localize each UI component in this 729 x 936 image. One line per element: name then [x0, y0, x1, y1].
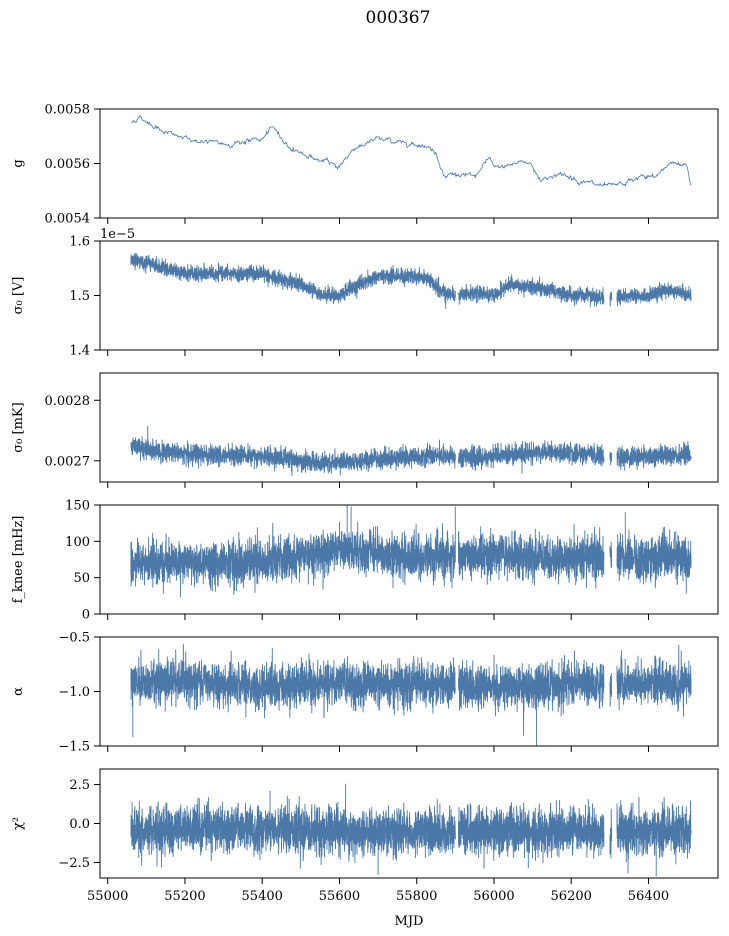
- y-tick-label-fknee: 0: [82, 608, 90, 623]
- y-tick-label-g: 0.0054: [45, 212, 91, 227]
- y-axis-label-chi2: χ²: [11, 817, 26, 830]
- y-tick-label-g: 0.0056: [45, 157, 91, 172]
- panel-sigma0-mk: 0.0027 0.0028 σ₀ [mK]: [11, 372, 719, 488]
- panel-alpha: −1.5 −1.0 −0.5 α: [11, 631, 719, 755]
- y-axis-label-fknee: f_knee [mHz]: [11, 516, 26, 604]
- y-tick-label-chi2: −2.5: [58, 856, 90, 871]
- x-tick-label: 56000: [473, 889, 514, 904]
- y-tick-label-sigma0-v: 1.5: [69, 289, 90, 304]
- y-axis-label-g: g: [11, 159, 26, 167]
- y-tick-label-sigma0-v: 1.6: [69, 235, 90, 250]
- y-tick-label-fknee: 50: [73, 571, 90, 586]
- series-band-fknee: [130, 505, 692, 598]
- x-tick-label: 56200: [551, 889, 592, 904]
- series-band-chi2: [130, 783, 692, 877]
- y-tick-label-fknee: 150: [65, 499, 90, 514]
- figure-title: 000367: [366, 8, 431, 28]
- y-tick-label-fknee: 100: [65, 535, 90, 550]
- axes-frame-sigma0-mk: [99, 372, 719, 483]
- series-band-alpha: [130, 644, 692, 746]
- y-axis-label-alpha: α: [11, 687, 26, 696]
- y-tick-label-sigma0-v: 1.4: [69, 344, 90, 359]
- series-band-sigma0-v: [130, 252, 692, 309]
- offset-text-sigma0-v: 1e−5: [100, 227, 135, 242]
- y-axis-label-sigma0-mk: σ₀ [mK]: [11, 402, 26, 452]
- y-axis-label-sigma0-v: σ₀ [V]: [11, 277, 26, 315]
- axes-frame-g: [99, 108, 719, 219]
- panels: 0.0054 0.0056 0.0058 g 1.4 1.5 1.6 1e−5 σ₀ [V] 0.…: [11, 103, 719, 904]
- y-tick-label-alpha: −1.5: [58, 740, 90, 755]
- x-axis-label: MJD: [395, 914, 424, 929]
- panel-chi2: −2.5 0.0 2.5 χ² 55000 55200 55400 55600 55800 560…: [11, 768, 719, 904]
- series-band-sigma0-mk: [130, 425, 692, 477]
- x-tick-label: 56400: [628, 889, 669, 904]
- panel-g: 0.0054 0.0056 0.0058 g: [11, 103, 719, 227]
- x-tick-label: 55600: [319, 889, 360, 904]
- x-tick-label: 55400: [242, 889, 283, 904]
- y-tick-label-chi2: 2.5: [69, 778, 90, 793]
- y-tick-label-chi2: 0.0: [69, 817, 90, 832]
- x-tick-label: 55200: [164, 889, 205, 904]
- axes-frame-fknee: [99, 504, 719, 615]
- y-tick-label-sigma0-mk: 0.0027: [45, 454, 91, 469]
- x-tick-label: 55000: [87, 889, 128, 904]
- y-tick-label-alpha: −1.0: [58, 685, 90, 700]
- series-line-g: [130, 115, 692, 187]
- y-tick-label-sigma0-mk: 0.0028: [45, 394, 91, 409]
- y-tick-label-alpha: −0.5: [58, 631, 90, 646]
- y-tick-label-g: 0.0058: [45, 103, 91, 118]
- x-tick-label: 55800: [396, 889, 437, 904]
- panel-sigma0-v: 1.4 1.5 1.6 1e−5 σ₀ [V]: [11, 227, 719, 359]
- panel-fknee: 0 50 100 150 f_knee [mHz]: [11, 499, 719, 623]
